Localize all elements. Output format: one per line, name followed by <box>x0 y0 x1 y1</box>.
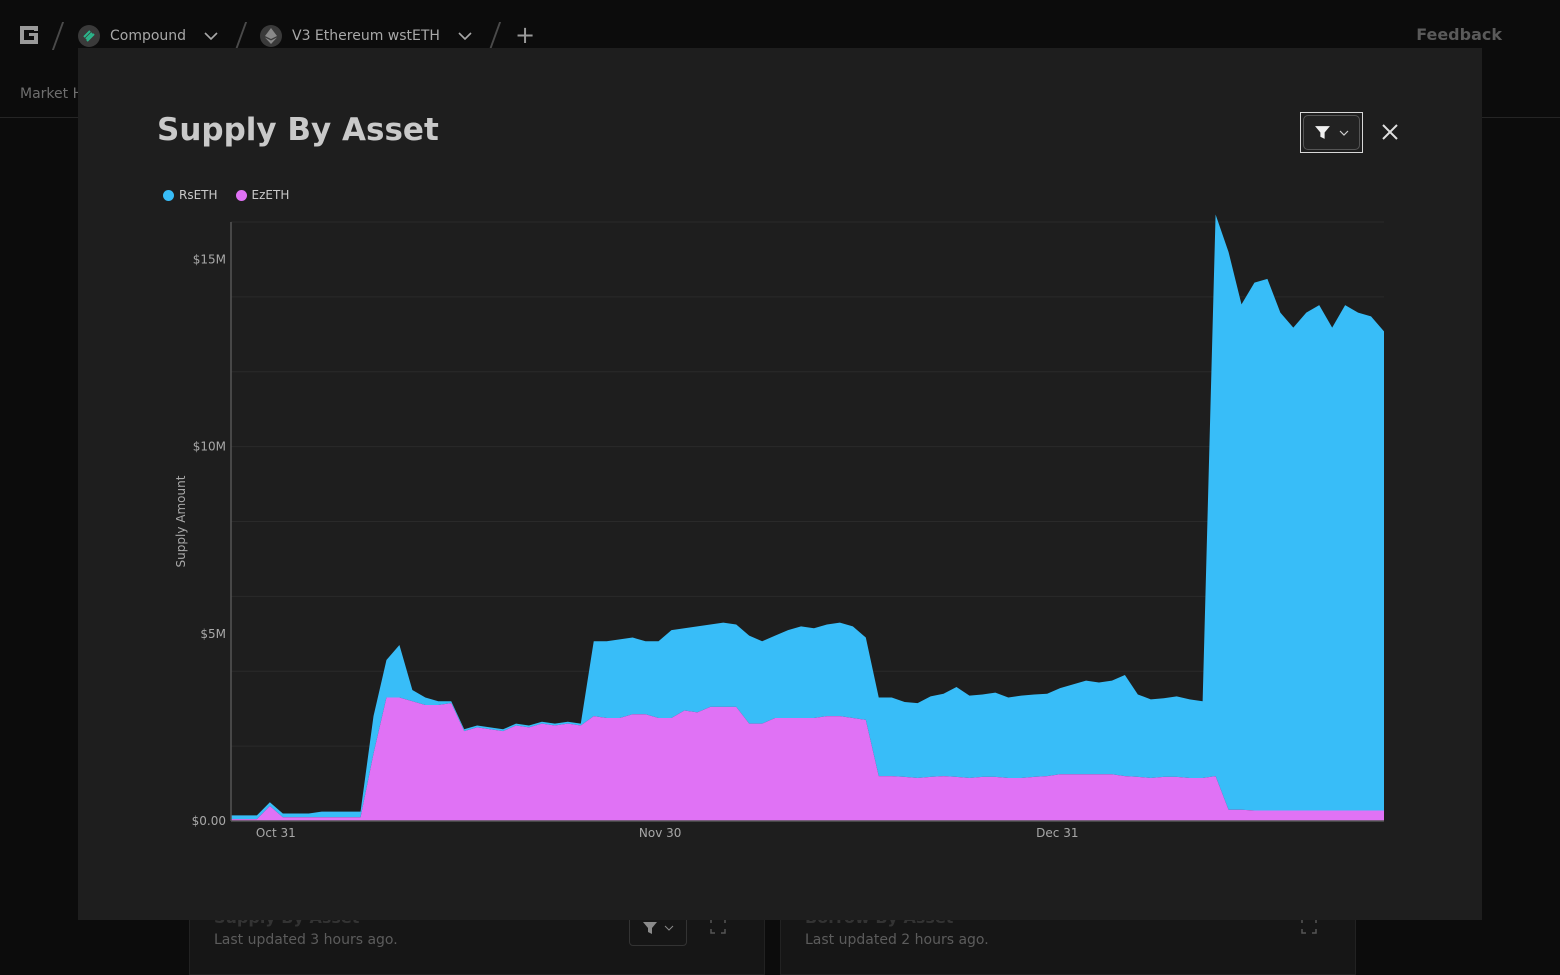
top-bar: Compound V3 Ethereum wstETH + Feedback <box>0 0 1560 72</box>
legend-item-rseth[interactable]: RsETH <box>163 188 218 202</box>
y-tick-label: $10M <box>193 440 226 454</box>
breadcrumb-protocol[interactable]: Compound <box>78 24 218 48</box>
legend-swatch <box>235 189 247 201</box>
filter-button[interactable] <box>1300 112 1363 153</box>
breadcrumb-separator <box>51 22 65 50</box>
filter-icon <box>1315 126 1330 139</box>
breadcrumb-market[interactable]: V3 Ethereum wstETH <box>260 24 472 48</box>
breadcrumb-market-label: V3 Ethereum wstETH <box>292 28 440 44</box>
y-axis-title: Supply Amount <box>174 475 188 567</box>
chevron-down-icon <box>664 925 674 931</box>
expand-icon[interactable] <box>710 918 726 934</box>
breadcrumb-protocol-label: Compound <box>110 28 187 44</box>
legend-swatch <box>163 189 174 201</box>
card-updated-text: Last updated 3 hours ago. <box>214 932 398 948</box>
breadcrumb-separator <box>234 22 248 50</box>
y-tick-label: $5M <box>200 627 226 641</box>
legend-label: EzETH <box>251 188 290 202</box>
filter-button-inner <box>1303 115 1360 150</box>
chart-legend: RsETH EzETH <box>163 188 289 202</box>
expand-icon[interactable] <box>1301 918 1317 934</box>
card-updated-text: Last updated 2 hours ago. <box>805 932 989 948</box>
app-logo-icon[interactable] <box>18 24 40 46</box>
series-area-ezeth[interactable] <box>231 697 1384 821</box>
chevron-down-icon <box>1339 130 1349 136</box>
legend-label: RsETH <box>179 188 218 202</box>
x-tick-label: Nov 30 <box>639 826 682 840</box>
compound-icon <box>78 25 100 47</box>
filter-icon <box>643 922 657 934</box>
feedback-link[interactable]: Feedback <box>1416 25 1502 44</box>
y-tick-label: $15M <box>193 252 226 266</box>
y-tick-label: $0.00 <box>192 814 226 828</box>
modal-title: Supply By Asset <box>157 112 439 148</box>
legend-item-ezeth[interactable]: EzETH <box>235 188 290 202</box>
close-icon[interactable] <box>1378 120 1402 144</box>
chevron-down-icon <box>458 32 472 40</box>
add-icon[interactable]: + <box>515 21 536 49</box>
chart-modal: Supply By Asset RsETH EzETH $0.00 $5M $10M… <box>78 48 1482 920</box>
breadcrumb-separator <box>488 22 502 50</box>
ethereum-icon <box>260 25 282 47</box>
series-area-rseth[interactable] <box>231 214 1384 820</box>
supply-area-chart: $0.00 $5M $10M $15M Oct 31 Nov 30 Dec 31 Supply… <box>174 214 1384 840</box>
x-tick-label: Dec 31 <box>1036 826 1078 840</box>
x-tick-label: Oct 31 <box>256 826 296 840</box>
chevron-down-icon <box>204 32 218 40</box>
subnav-tab-market-history[interactable]: Market H <box>20 86 84 102</box>
